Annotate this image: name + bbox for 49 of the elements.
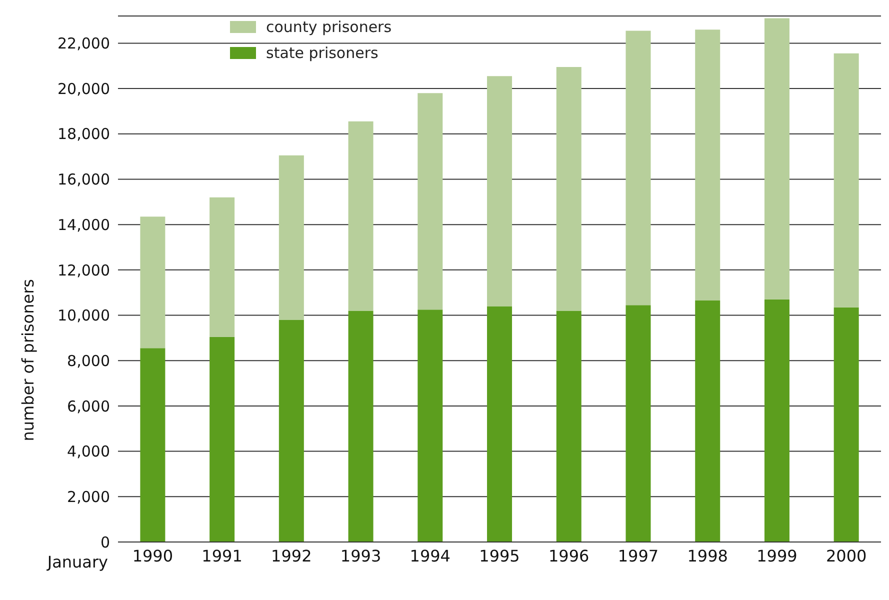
bar — [487, 306, 512, 542]
x-tick-label: 1999 — [756, 546, 798, 566]
bar — [556, 310, 582, 542]
bar — [348, 121, 374, 311]
x-axis-title: January — [46, 552, 108, 572]
y-tick-label: 6,000 — [67, 397, 110, 416]
bar — [210, 336, 235, 542]
x-tick-label: 1994 — [410, 546, 450, 566]
bar — [278, 320, 304, 542]
legend-label: county prisoners — [264, 18, 394, 36]
bar — [834, 307, 859, 542]
bar — [418, 93, 443, 310]
x-tick-label: 1993 — [340, 546, 382, 566]
x-tick-label: 1997 — [618, 546, 659, 566]
y-tick-label: 8,000 — [67, 352, 110, 370]
bar — [348, 310, 374, 542]
y-tick-label: 18,000 — [58, 125, 110, 144]
bar — [210, 197, 235, 337]
y-tick-label: 22,000 — [58, 34, 110, 53]
x-tick-label: 1991 — [202, 546, 242, 566]
bar — [487, 76, 512, 306]
bar — [834, 53, 859, 308]
bar — [418, 310, 443, 542]
y-tick-label: 12,000 — [58, 261, 110, 280]
x-tick-label: 2000 — [826, 546, 867, 566]
bar — [278, 155, 304, 320]
bar — [695, 300, 720, 542]
bar — [626, 30, 651, 306]
x-tick-label: 1998 — [687, 546, 728, 566]
y-tick-label: 10,000 — [58, 306, 110, 325]
x-tick-label: 1995 — [479, 546, 520, 566]
x-tick-label: 1996 — [548, 546, 590, 566]
y-tick-label: 0 — [100, 533, 110, 552]
x-tick-label: 1990 — [132, 546, 174, 566]
y-tick-label: 20,000 — [58, 80, 110, 98]
y-axis-title: number of prisoners — [18, 279, 38, 442]
x-tick-label: 1992 — [271, 546, 312, 566]
bar — [764, 18, 790, 300]
legend-label: state prisoners — [264, 44, 380, 62]
y-tick-label: 16,000 — [58, 170, 110, 189]
bar — [140, 216, 166, 348]
bar — [556, 67, 582, 311]
y-tick-label: 2,000 — [67, 488, 110, 506]
bar — [140, 348, 166, 542]
y-tick-label: 14,000 — [58, 216, 110, 234]
y-tick-label: 4,000 — [67, 442, 110, 461]
bar — [695, 30, 720, 301]
bar — [764, 299, 790, 542]
bar — [626, 305, 651, 542]
